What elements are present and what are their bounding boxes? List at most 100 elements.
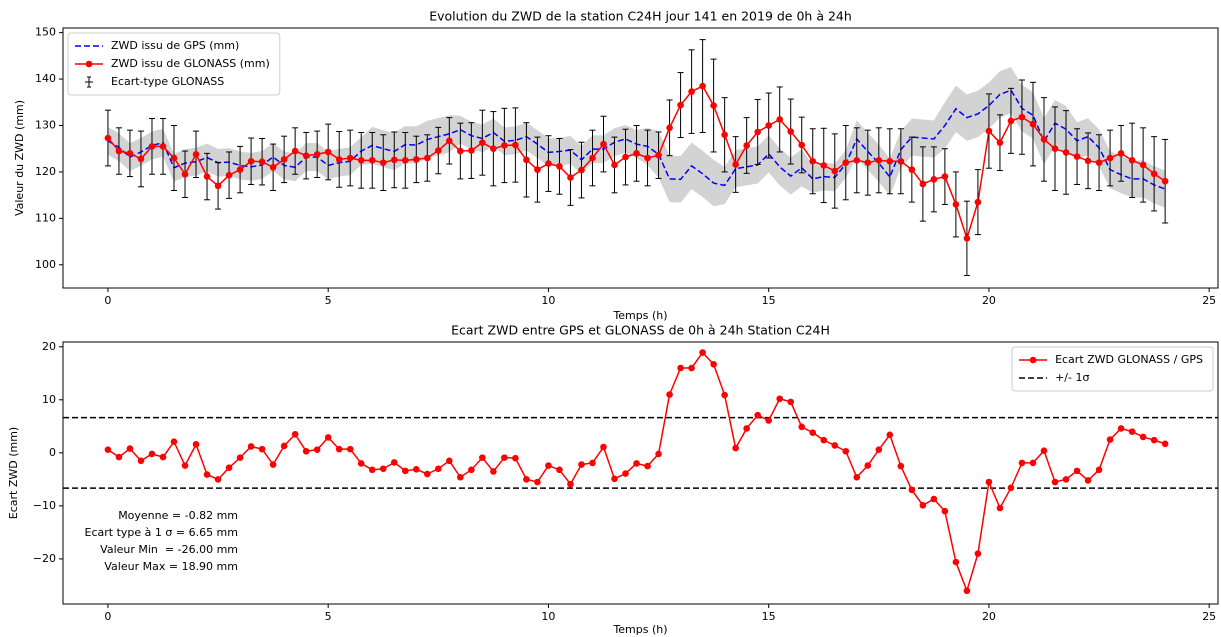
- data-point: [1018, 459, 1026, 467]
- x-tick-label: 0: [104, 610, 111, 623]
- y-tick-label: 100: [35, 258, 56, 271]
- data-point: [600, 140, 607, 148]
- y-axis-label: Ecart ZWD (mm): [7, 427, 20, 519]
- data-point: [523, 156, 530, 164]
- data-point: [677, 364, 684, 372]
- data-point: [1106, 154, 1114, 162]
- data-point: [291, 147, 299, 155]
- y-tick-label: 140: [35, 72, 56, 85]
- data-point: [963, 235, 971, 242]
- data-point: [1139, 161, 1147, 169]
- data-point: [996, 139, 1004, 146]
- data-point: [655, 450, 662, 458]
- data-point: [126, 445, 134, 452]
- data-point: [390, 459, 398, 466]
- data-point: [941, 507, 949, 515]
- data-point: [809, 157, 817, 165]
- data-point: [875, 446, 883, 453]
- x-tick-label: 5: [325, 610, 332, 623]
- legend-label: Ecart ZWD GLONASS / GPS: [1055, 353, 1203, 366]
- data-point: [324, 434, 332, 441]
- data-point: [875, 157, 883, 164]
- data-point: [412, 465, 420, 473]
- data-point: [1161, 440, 1169, 448]
- data-point: [335, 156, 343, 163]
- data-point: [1084, 157, 1092, 165]
- data-point: [225, 171, 233, 179]
- data-point: [1029, 120, 1037, 128]
- data-point: [435, 147, 442, 154]
- data-point: [952, 201, 960, 208]
- data-point: [886, 157, 894, 165]
- data-point: [941, 173, 949, 180]
- data-point: [468, 147, 475, 154]
- data-point: [159, 143, 167, 150]
- data-point: [269, 163, 277, 171]
- data-point: [401, 467, 409, 475]
- x-tick-label: 20: [982, 610, 996, 623]
- data-point: [1007, 484, 1015, 492]
- data-point: [853, 157, 861, 164]
- x-tick-label: 25: [1202, 610, 1216, 623]
- plot-frame: [62, 27, 1219, 289]
- data-point: [721, 131, 728, 139]
- data-point: [534, 478, 541, 486]
- data-point: [699, 82, 706, 90]
- legend-label: Ecart-type GLONASS: [111, 75, 224, 88]
- data-point: [699, 349, 706, 356]
- data-point: [1073, 153, 1081, 160]
- data-point: [556, 163, 563, 170]
- data-point: [710, 360, 717, 368]
- data-point: [446, 457, 453, 465]
- legend-label: +/- 1σ: [1055, 371, 1089, 384]
- data-point: [688, 88, 695, 95]
- data-point: [677, 101, 684, 109]
- data-point: [831, 167, 839, 175]
- data-point: [1095, 466, 1103, 474]
- data-point: [302, 447, 310, 455]
- data-point: [820, 436, 828, 444]
- data-point: [104, 134, 112, 142]
- data-point: [137, 155, 145, 163]
- data-point: [247, 443, 255, 450]
- data-point: [567, 480, 574, 488]
- data-point: [556, 466, 563, 474]
- data-point: [302, 152, 310, 159]
- data-point: [313, 150, 321, 158]
- data-point: [247, 157, 255, 165]
- data-point: [1150, 436, 1158, 444]
- data-point: [490, 468, 497, 475]
- data-point: [765, 122, 772, 129]
- data-point: [1117, 150, 1125, 157]
- data-point: [1095, 159, 1103, 166]
- data-point: [148, 143, 156, 150]
- y-tick-label: −20: [33, 552, 56, 565]
- chart-title: Evolution du ZWD de la station C24H jour…: [429, 9, 852, 24]
- data-point: [1029, 459, 1037, 467]
- data-point: [754, 411, 761, 419]
- data-point: [666, 124, 673, 132]
- data-point: [952, 558, 960, 566]
- data-point: [148, 450, 156, 458]
- y-tick-label: 130: [35, 119, 56, 132]
- data-point: [908, 166, 916, 173]
- data-point: [512, 454, 519, 462]
- data-point: [930, 176, 938, 183]
- data-point: [1139, 433, 1147, 441]
- y-tick-label: 20: [42, 340, 56, 353]
- data-point: [1040, 136, 1048, 143]
- data-point: [1106, 436, 1114, 443]
- data-point: [611, 161, 618, 169]
- x-tick-label: 20: [982, 294, 996, 307]
- data-point: [170, 438, 178, 446]
- data-point: [181, 462, 189, 469]
- data-point: [1084, 477, 1092, 484]
- data-point: [633, 150, 640, 157]
- data-point: [974, 198, 982, 206]
- data-point: [214, 476, 222, 483]
- data-point: [115, 147, 123, 155]
- data-point: [578, 461, 585, 468]
- data-point: [919, 502, 927, 509]
- data-point: [897, 157, 905, 165]
- data-point: [886, 431, 894, 439]
